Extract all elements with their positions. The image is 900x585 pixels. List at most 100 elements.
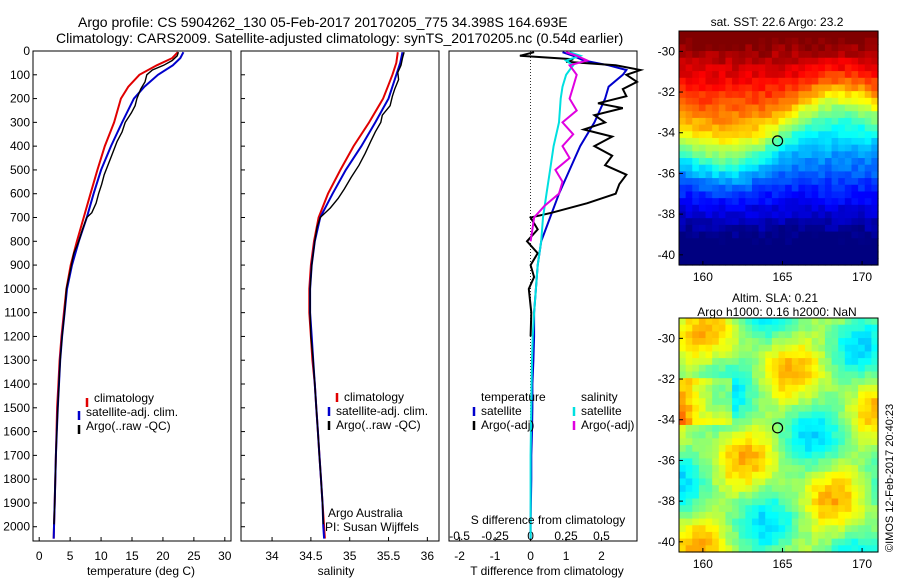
s-difference-tick-0: -0.5: [449, 529, 470, 543]
depth-tick-1500: 1500: [3, 401, 30, 415]
sst-map-argo-marker: [771, 135, 784, 147]
depth-tick-0: 0: [23, 44, 30, 58]
depth-tick-500: 500: [10, 163, 30, 177]
depth-tick-1900: 1900: [3, 496, 30, 510]
sst-lat-tick--40: -40: [658, 248, 676, 262]
depth-tick-1600: 1600: [3, 425, 30, 439]
timestamp-stamp: ©IMOS 12-Feb-2017 20:40:23: [884, 404, 896, 552]
temperature-legend-satellite: satellite-adj. clim.: [86, 405, 178, 419]
temperature-tick-0: 0: [36, 549, 43, 563]
temperature-tick-15: 15: [125, 549, 139, 563]
temperature-tick-5: 5: [67, 549, 74, 563]
sla-lat-tick--40: -40: [658, 535, 676, 549]
s-difference-tick-3: 0.25: [554, 529, 578, 543]
t-difference-tick-0: 0: [527, 549, 534, 563]
sst-lon-tick-170: 170: [852, 270, 872, 284]
sal-series-0: [308, 52, 399, 539]
temperature-legend-climatology: climatology: [94, 391, 154, 405]
diff-series-2: [529, 51, 584, 539]
t-difference-tick--2: -2: [454, 549, 465, 563]
depth-tick-labels: 0 100 200 300 400 500 600 700 800 900 1000 1100 1200…: [3, 44, 37, 534]
sst-lat-tick--36: -36: [658, 166, 676, 180]
depth-tick-400: 400: [10, 139, 30, 153]
s-difference-tick-4: 0.5: [593, 529, 610, 543]
temperature-series: [52, 51, 185, 539]
difference-legend-s-satellite: satellite: [581, 404, 622, 418]
sst-map-frame: [678, 30, 879, 266]
t-difference-xlabel: T difference from climatology: [470, 564, 624, 578]
salinity-legend-climatology: climatology: [344, 390, 404, 404]
sst-lat-tick--34: -34: [658, 126, 676, 140]
sla-map-subtitle: Argo h1000: 0.16 h2000: NaN: [697, 305, 856, 319]
salinity-tick-labels: 34 34.5 35 35.5 36: [241, 50, 435, 563]
temp-series-1: [52, 51, 185, 539]
annotation-agency: Argo Australia: [328, 506, 403, 520]
salinity-tick-0: 34: [265, 549, 279, 563]
depth-tick-600: 600: [10, 187, 30, 201]
t-difference-tick-2: 2: [598, 549, 605, 563]
sla-map-panel: Altim. SLA: 0.21 Argo h1000: 0.16 h2000:…: [658, 291, 879, 571]
difference-panel: -2 -1 0 1 2 -0.5 -0.25 0 0.25 0.5 T difference f…: [448, 50, 645, 578]
sla-lat-tick--34: -34: [658, 413, 676, 427]
sst-lat-tick--32: -32: [658, 85, 676, 99]
header-line-2: Climatology: CARS2009. Satellite-adjuste…: [56, 30, 623, 46]
sla-lon-tick-170: 170: [852, 557, 872, 571]
salinity-legend-satellite: satellite-adj. clim.: [336, 404, 428, 418]
depth-tick-1300: 1300: [3, 353, 30, 367]
s-difference-xlabel: S difference from climatology: [471, 513, 626, 527]
temperature-tick-20: 20: [156, 549, 170, 563]
header-line-1: Argo profile: CS 5904262_130 05-Feb-2017…: [78, 14, 568, 30]
t-difference-tick-1: 1: [563, 549, 570, 563]
depth-tick-1400: 1400: [3, 377, 30, 391]
depth-tick-2000: 2000: [3, 520, 30, 534]
depth-tick-1100: 1100: [4, 306, 30, 320]
sla-map-argo-marker: [771, 422, 784, 434]
depth-tick-1800: 1800: [3, 472, 30, 486]
difference-legend-s-argo: Argo(-adj): [581, 418, 634, 432]
temperature-tick-25: 25: [187, 549, 201, 563]
diff-series-1: [519, 51, 645, 337]
sst-map-ticks: 160 165 170 -30 -32 -34 -36 -38 -40: [658, 44, 873, 284]
sal-series-2: [309, 52, 405, 525]
difference-series: [519, 51, 645, 539]
sla-lat-tick--38: -38: [658, 494, 676, 508]
sla-map-ticks: 160 165 170 -30 -32 -34 -36 -38 -40: [658, 331, 873, 571]
depth-tick-100: 100: [10, 68, 30, 82]
depth-tick-800: 800: [10, 234, 30, 248]
salinity-tick-3: 35.5: [377, 549, 401, 563]
annotation-pi: PI: Susan Wijffels: [325, 520, 419, 534]
sla-lat-tick--32: -32: [658, 372, 676, 386]
salinity-tick-1: 34.5: [299, 549, 323, 563]
sla-map-cells: [679, 318, 879, 553]
sst-map-panel: sat. SST: 22.6 Argo: 23.2 160 165 170 -30 -3…: [658, 15, 879, 284]
temperature-tick-labels: 0 5 10 15 20 25 30: [36, 537, 232, 563]
salinity-tick-2: 35: [343, 549, 357, 563]
diff-series-3: [529, 51, 591, 242]
sla-lat-tick--30: -30: [658, 331, 676, 345]
difference-legend-salinity-title: salinity: [581, 390, 618, 404]
sst-lon-tick-165: 165: [772, 270, 792, 284]
sla-lon-tick-165: 165: [772, 557, 792, 571]
s-difference-tick-1: -0.25: [481, 529, 509, 543]
depth-tick-1200: 1200: [3, 329, 30, 343]
salinity-legend: climatology satellite-adj. clim. Argo(..…: [327, 390, 428, 432]
difference-legend-t-argo: Argo(-adj): [481, 418, 534, 432]
temp-series-2: [53, 51, 180, 525]
sst-map-title: sat. SST: 22.6 Argo: 23.2: [711, 15, 844, 29]
depth-tick-1000: 1000: [3, 282, 30, 296]
difference-legend-t-satellite: satellite: [481, 404, 522, 418]
salinity-legend-argo: Argo(..raw -QC): [336, 418, 421, 432]
sst-lon-tick-160: 160: [693, 270, 713, 284]
sla-map-title: Altim. SLA: 0.21: [732, 291, 818, 305]
sal-series-1: [309, 51, 404, 539]
salinity-xlabel: salinity: [318, 564, 355, 578]
depth-tick-1700: 1700: [3, 448, 30, 462]
temperature-axes-frame: [32, 50, 232, 542]
salinity-tick-4: 36: [421, 549, 435, 563]
difference-legend: temperature salinity satellite Argo(-adj…: [472, 390, 634, 432]
difference-axes-frame: [448, 50, 638, 542]
depth-tick-700: 700: [10, 211, 30, 225]
sst-lat-tick--38: -38: [658, 207, 676, 221]
temperature-tick-30: 30: [218, 549, 232, 563]
